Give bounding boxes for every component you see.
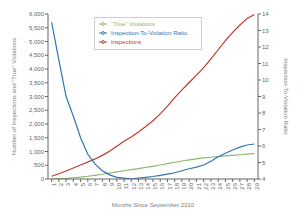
svg-text:18: 18 (174, 182, 180, 189)
svg-text:13: 13 (138, 182, 144, 189)
svg-text:6,000: 6,000 (29, 11, 45, 17)
svg-text:7: 7 (262, 127, 266, 133)
svg-text:1,500: 1,500 (29, 135, 45, 141)
svg-text:Number of Inspections and "Tru: Number of Inspections and "True" Violati… (11, 38, 17, 155)
svg-text:5,000: 5,000 (29, 39, 45, 45)
svg-text:2: 2 (58, 182, 64, 186)
svg-text:6: 6 (87, 182, 93, 186)
svg-text:14: 14 (145, 182, 151, 189)
svg-text:12: 12 (131, 182, 137, 189)
svg-text:1: 1 (51, 182, 57, 186)
svg-text:24: 24 (217, 182, 223, 189)
svg-text:0: 0 (41, 176, 45, 182)
svg-text:7: 7 (94, 182, 100, 186)
svg-text:Months Since September 2010: Months Since September 2010 (112, 202, 195, 208)
svg-text:4,500: 4,500 (29, 52, 45, 58)
svg-text:3: 3 (65, 182, 71, 186)
svg-text:11: 11 (123, 182, 129, 189)
svg-text:3,000: 3,000 (29, 94, 45, 100)
svg-text:3,500: 3,500 (29, 80, 45, 86)
svg-text:10: 10 (262, 77, 269, 83)
svg-text:9: 9 (109, 182, 115, 186)
svg-text:16: 16 (160, 182, 166, 189)
svg-text:8: 8 (102, 182, 108, 186)
svg-text:8: 8 (262, 110, 266, 116)
svg-text:27: 27 (239, 182, 245, 189)
svg-text:4: 4 (73, 182, 79, 186)
svg-text:14: 14 (262, 11, 269, 17)
svg-text:13: 13 (262, 28, 269, 34)
svg-text:2,000: 2,000 (29, 121, 45, 127)
html-text:"True" Violations: "True" Violations (111, 21, 155, 27)
svg-text:500: 500 (34, 162, 45, 168)
svg-text:10: 10 (116, 182, 122, 189)
svg-text:12: 12 (262, 44, 269, 50)
svg-text:15: 15 (152, 182, 158, 189)
svg-text:11: 11 (262, 61, 269, 67)
svg-text:17: 17 (167, 182, 173, 189)
svg-text:22: 22 (203, 182, 209, 189)
svg-text:25: 25 (225, 182, 231, 189)
svg-text:9: 9 (262, 94, 266, 100)
svg-text:2,500: 2,500 (29, 107, 45, 113)
svg-text:20: 20 (188, 182, 194, 189)
svg-text:4: 4 (262, 176, 266, 182)
svg-text:6: 6 (262, 143, 266, 149)
svg-text:5,500: 5,500 (29, 25, 45, 31)
svg-text:26: 26 (232, 182, 238, 189)
html-text:Inspection-To-Violation Ratio: Inspection-To-Violation Ratio (111, 30, 188, 36)
svg-text:5: 5 (262, 160, 266, 166)
svg-text:21: 21 (196, 182, 202, 189)
html-text:Inspections: Inspections (111, 39, 142, 45)
svg-text:28: 28 (246, 182, 252, 189)
svg-text:19: 19 (181, 182, 187, 189)
svg-text:5: 5 (80, 182, 86, 186)
svg-text:29: 29 (254, 182, 260, 189)
svg-text:4,000: 4,000 (29, 66, 45, 72)
svg-text:1,000: 1,000 (29, 149, 45, 155)
svg-text:23: 23 (210, 182, 216, 189)
svg-text:Inspection-To-Violation Ratio: Inspection-To-Violation Ratio (283, 58, 289, 135)
